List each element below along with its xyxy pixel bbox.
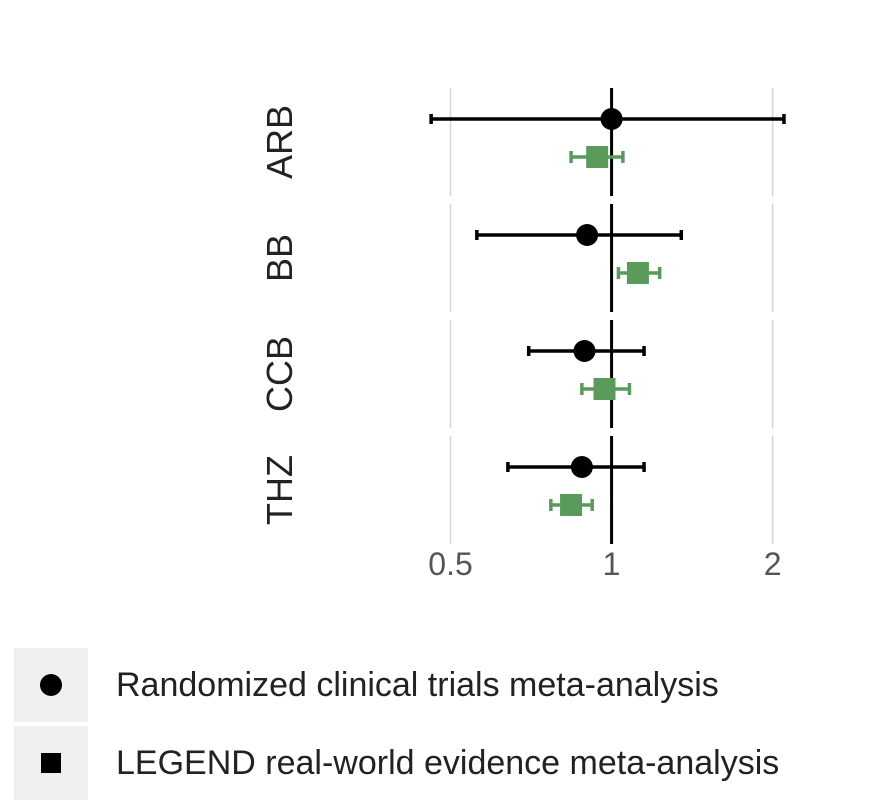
point-estimate-circle bbox=[570, 456, 593, 478]
plot-marks bbox=[429, 108, 786, 516]
legend-label-legend: LEGEND real-world evidence meta-analysis bbox=[116, 743, 780, 782]
facet-label-thz: THZ bbox=[259, 455, 300, 525]
point-estimate-square bbox=[586, 146, 609, 168]
point-estimate-square bbox=[626, 262, 649, 284]
circle-marker-icon bbox=[40, 674, 62, 696]
forest-plot: ARB BB CCB THZ 0.5 1 2 bbox=[259, 88, 786, 582]
x-tick-label: 1 bbox=[603, 546, 621, 582]
point-estimate-circle bbox=[600, 108, 623, 130]
facet-label-bb: BB bbox=[259, 234, 300, 282]
x-tick-label: 0.5 bbox=[428, 546, 472, 582]
gridlines bbox=[449, 88, 774, 544]
x-axis: 0.5 1 2 bbox=[428, 546, 781, 582]
facet-label-arb: ARB bbox=[259, 105, 300, 179]
legend: Randomized clinical trials meta-analysis… bbox=[14, 646, 779, 802]
point-estimate-square bbox=[593, 378, 616, 400]
point-estimate-circle bbox=[573, 340, 596, 362]
x-tick-label: 2 bbox=[764, 546, 782, 582]
square-marker-icon bbox=[41, 753, 61, 773]
facet-labels: ARB BB CCB THZ bbox=[259, 105, 300, 525]
legend-item-rct: Randomized clinical trials meta-analysis bbox=[14, 646, 779, 724]
point-estimate-circle bbox=[576, 224, 599, 246]
legend-item-legend: LEGEND real-world evidence meta-analysis bbox=[14, 724, 779, 802]
legend-label-rct: Randomized clinical trials meta-analysis bbox=[116, 665, 719, 704]
point-estimate-square bbox=[560, 494, 583, 516]
facet-label-ccb: CCB bbox=[259, 336, 300, 412]
